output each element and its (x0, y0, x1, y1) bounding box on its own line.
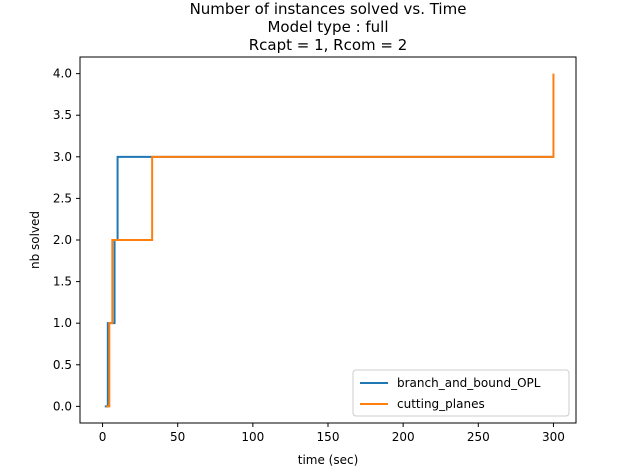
y-tick-label: 1.0 (53, 316, 72, 330)
x-tick-label: 250 (467, 430, 490, 444)
x-axis-ticks: 0 50 100 150 200 250 300 (99, 423, 565, 444)
chart-title-line-1: Number of instances solved vs. Time (190, 0, 467, 18)
x-tick-label: 300 (542, 430, 565, 444)
series-line-cutting-planes (106, 73, 555, 408)
y-tick-label: 4.0 (53, 67, 72, 81)
chart-title-line-2: Model type : full (267, 18, 388, 36)
x-tick-label: 200 (392, 430, 415, 444)
x-tick-label: 50 (170, 430, 185, 444)
y-axis-label: nb solved (28, 211, 42, 269)
y-tick-label: 3.5 (53, 108, 72, 122)
series-line-branch-and-bound-opl (104, 155, 554, 408)
y-tick-label: 3.0 (53, 150, 72, 164)
legend: branch_and_bound_OPL cutting_planes (352, 369, 570, 417)
y-axis-ticks: 0.0 0.5 1.0 1.5 2.0 2.5 3.0 3.5 4.0 (53, 67, 80, 413)
y-tick-label: 0.5 (53, 358, 72, 372)
x-tick-label: 100 (241, 430, 264, 444)
plot-area-frame (79, 56, 577, 424)
y-tick-label: 2.0 (53, 233, 72, 247)
x-tick-label: 0 (99, 430, 107, 444)
y-tick-label: 2.5 (53, 191, 72, 205)
chart-title-line-3: Rcapt = 1, Rcom = 2 (249, 36, 408, 54)
y-tick-label: 1.5 (53, 275, 72, 289)
legend-box (352, 369, 570, 417)
legend-label-branch-and-bound: branch_and_bound_OPL (397, 376, 541, 390)
y-tick-label: 0.0 (53, 399, 72, 413)
x-tick-label: 150 (317, 430, 340, 444)
series-lines (104, 73, 555, 408)
legend-label-cutting-planes: cutting_planes (397, 397, 485, 411)
chart-title: Number of instances solved vs. Time Mode… (190, 0, 467, 54)
x-axis-label: time (sec) (298, 453, 359, 467)
